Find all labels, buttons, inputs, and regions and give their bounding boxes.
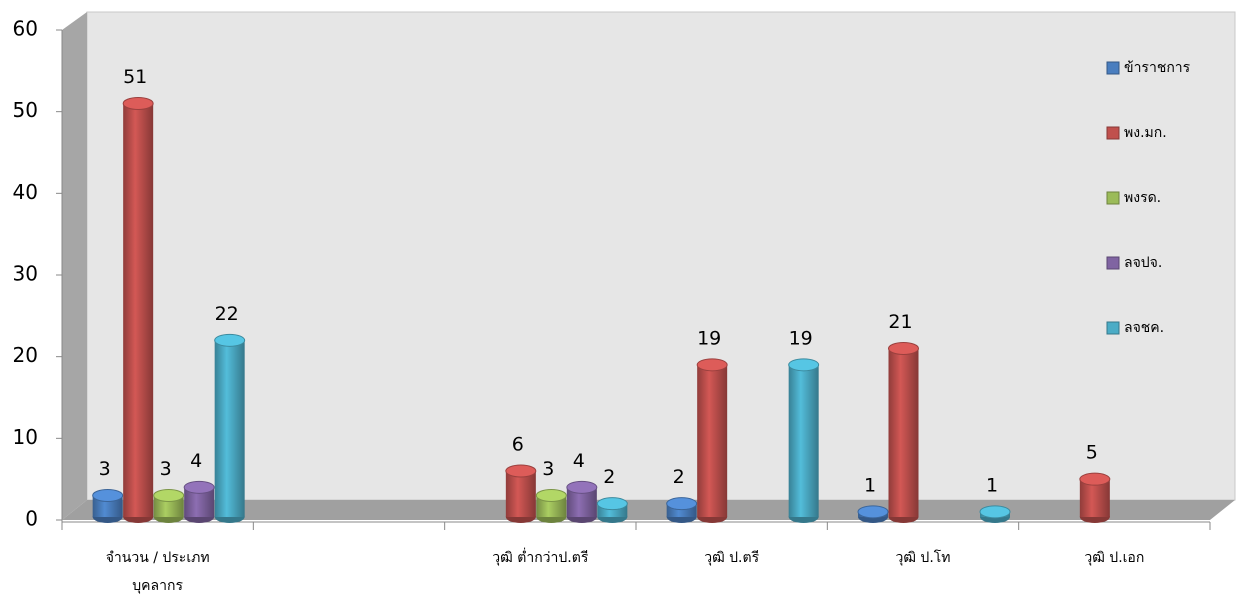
data-label: 21	[888, 311, 912, 333]
bar-top	[183, 480, 215, 494]
floor	[62, 500, 1235, 520]
legend-swatch	[1106, 191, 1120, 205]
side-wall	[62, 12, 87, 520]
bar-top	[153, 489, 185, 502]
x-tick-label: วุฒิ ป.โท	[895, 550, 951, 566]
x-tick-label: วุฒิ ป.เอก	[1084, 550, 1145, 566]
legend-swatch	[1106, 61, 1120, 75]
bar-top	[666, 497, 698, 511]
bar-top	[566, 480, 598, 494]
bar	[505, 471, 536, 517]
bar	[697, 364, 728, 517]
x-tick-label: วุฒิ ป.ตรี	[704, 550, 760, 566]
data-label: 1	[864, 474, 876, 496]
data-label: 3	[160, 458, 172, 480]
data-label: 51	[123, 66, 147, 88]
legend-label: พงรด.	[1124, 190, 1161, 206]
y-tick-label: 30	[13, 262, 38, 286]
legend-label: พง.มก.	[1124, 125, 1167, 141]
data-label: 5	[1086, 442, 1098, 464]
back-wall	[86, 11, 1236, 501]
bar-top	[888, 342, 919, 355]
legend-swatch	[1106, 321, 1120, 335]
bar	[788, 364, 819, 517]
bar-top	[696, 358, 728, 372]
bar-top	[596, 497, 628, 511]
y-tick-label: 50	[13, 98, 38, 122]
bar-top	[122, 97, 154, 110]
y-tick-label: 20	[13, 343, 38, 367]
bar	[214, 340, 245, 517]
legend-label: ข้าราชการ	[1124, 60, 1191, 76]
data-label: 3	[542, 458, 554, 480]
data-label: 3	[99, 458, 111, 480]
bar-top	[92, 489, 124, 502]
legend-swatch	[1106, 256, 1120, 270]
y-tick-label: 60	[13, 17, 38, 41]
bar-top	[788, 358, 820, 372]
data-label: 1	[986, 474, 998, 496]
bar-top	[857, 505, 889, 519]
data-label: 19	[697, 327, 721, 349]
data-label: 2	[673, 466, 685, 488]
bar-top	[1079, 472, 1111, 486]
bar	[888, 348, 919, 517]
bar-top	[535, 489, 567, 502]
data-label: 4	[190, 450, 202, 472]
bar	[123, 103, 154, 517]
legend-swatch	[1106, 126, 1120, 140]
data-label: 4	[573, 450, 585, 472]
y-tick-label: 40	[13, 180, 38, 204]
bar-top	[979, 505, 1011, 519]
data-label: 22	[215, 303, 239, 325]
bar-top	[214, 333, 246, 347]
legend-label: ลจปจ.	[1124, 255, 1162, 271]
x-tick-label: จำนวน / ประเภท บุคลากร	[105, 550, 210, 594]
y-tick-label: 10	[13, 425, 38, 449]
x-tick-label: วุฒิ ต่ำกว่าป.ตรี	[492, 550, 589, 566]
data-label: 6	[512, 434, 524, 456]
legend-label: ลจชค.	[1124, 320, 1164, 336]
data-label: 2	[603, 466, 615, 488]
data-label: 19	[789, 327, 813, 349]
bar-top	[505, 464, 537, 478]
y-tick-label: 0	[25, 507, 38, 531]
